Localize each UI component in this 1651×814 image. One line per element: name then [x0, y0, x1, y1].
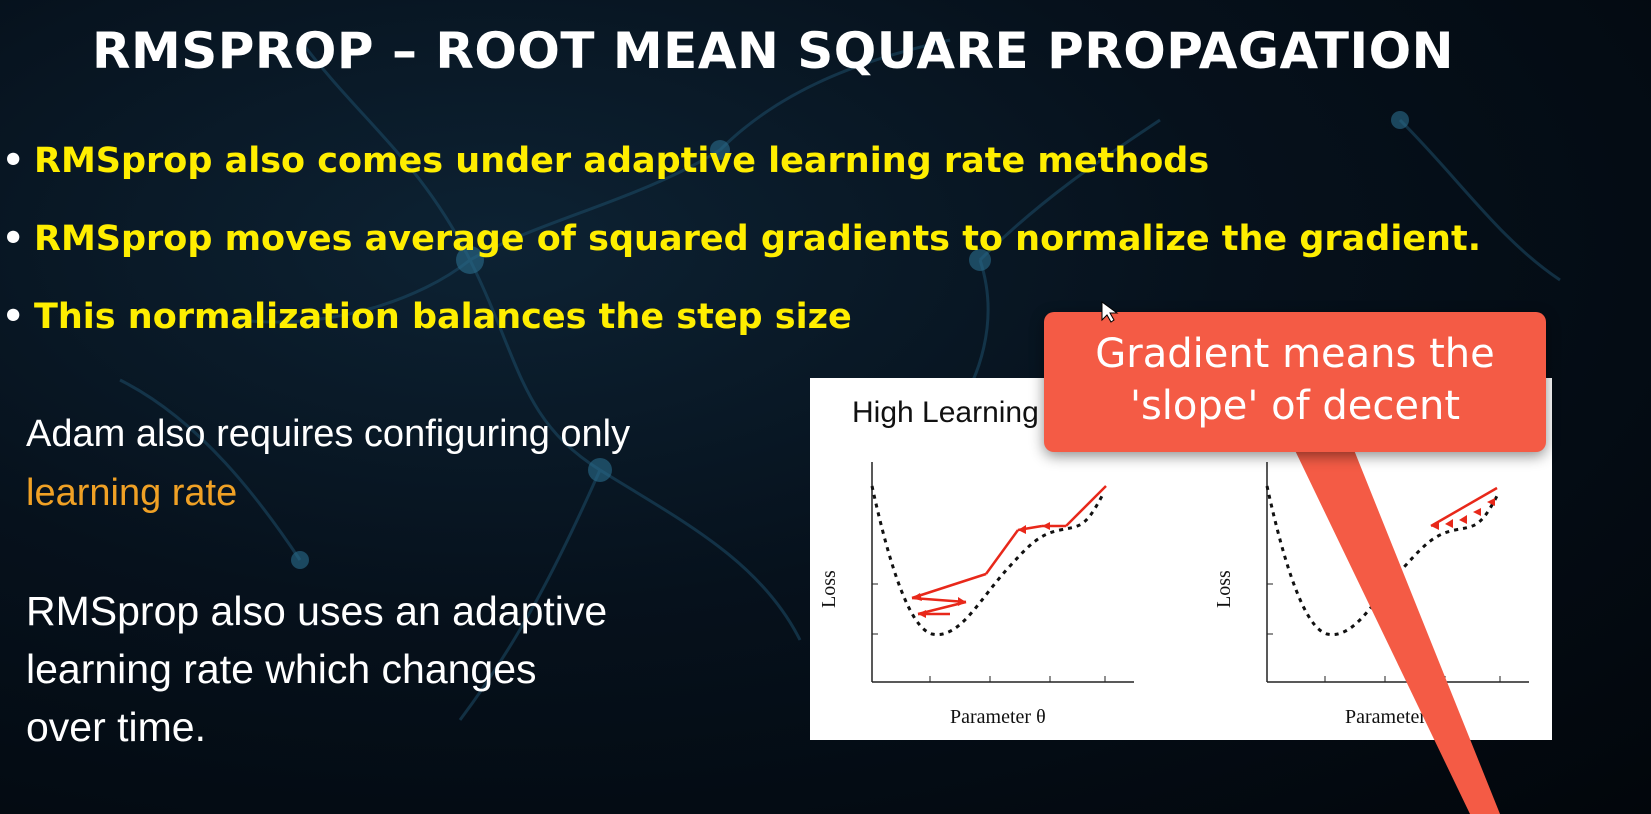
x-axis-label-right: Parameter [1345, 706, 1427, 728]
bullet-dot: • [2, 219, 25, 259]
bullet-item: • RMSprop also comes under adaptive lear… [0, 140, 1481, 218]
adam-note: Adam also requires configuring only lear… [26, 405, 630, 523]
rmsprop-note-line1: RMSprop also uses an adaptive [26, 588, 608, 634]
rmsprop-note-line2: learning rate which changes [26, 646, 537, 692]
bullet-dot: • [2, 297, 25, 337]
callout-line1: Gradient means the [1095, 331, 1495, 377]
mouse-cursor-icon [1101, 301, 1119, 323]
callout-line2: 'slope' of decent [1129, 383, 1461, 429]
bullet-dot: • [2, 141, 25, 181]
loss-curve-high-lr [870, 462, 1134, 683]
bullet-list: • RMSprop also comes under adaptive lear… [0, 140, 1481, 374]
bullet-text: RMSprop also comes under adaptive learni… [34, 141, 1210, 181]
callout-text: Gradient means the 'slope' of decent [1044, 328, 1546, 432]
figure-title: High Learning [852, 396, 1039, 429]
bullet-text: RMSprop moves average of squared gradien… [34, 219, 1481, 259]
annotation-callout: Gradient means the 'slope' of decent [1044, 312, 1546, 452]
slide-title: RMSPROP – ROOT MEAN SQUARE PROPAGATION [92, 22, 1454, 80]
rmsprop-note: RMSprop also uses an adaptive learning r… [26, 582, 607, 756]
bullet-item: • RMSprop moves average of squared gradi… [0, 218, 1481, 296]
plot-high-learning-rate: Loss Parameter θ [810, 438, 1140, 738]
bullet-text: This normalization balances the step siz… [34, 297, 852, 337]
x-axis-label-left: Parameter θ [950, 706, 1046, 728]
adam-note-line1: Adam also requires configuring only [26, 413, 631, 455]
rmsprop-note-line3: over time. [26, 704, 206, 750]
bullet-item: • This normalization balances the step s… [0, 296, 1481, 374]
adam-note-highlight: learning rate [26, 472, 238, 514]
